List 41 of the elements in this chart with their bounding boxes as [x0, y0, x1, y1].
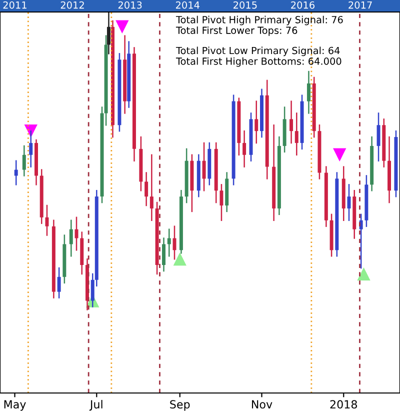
x2-tick-label: 2017	[348, 1, 372, 9]
annotation: Total First Higher Bottoms: 64.000	[176, 57, 342, 67]
annotation: Total Pivot Low Primary Signal: 64	[176, 46, 340, 56]
point	[357, 267, 370, 281]
candlestick	[294, 112, 298, 156]
candlestick	[306, 70, 310, 114]
candlestick	[242, 130, 246, 168]
x2-tick-label: 2015	[234, 1, 257, 9]
x2-tick-label: 2012	[60, 1, 84, 9]
candlestick	[74, 216, 78, 251]
annotation: Total First Lower Tops: 76	[176, 26, 298, 36]
candlestick	[45, 204, 49, 236]
candlestick	[106, 12, 110, 54]
candlestick	[162, 238, 166, 272]
candlestick	[22, 145, 26, 176]
x-tick-label: Jul	[89, 400, 102, 411]
candlestick	[150, 154, 154, 221]
point	[173, 252, 186, 266]
candlestick	[69, 220, 73, 257]
point	[116, 20, 129, 34]
x-tick-label: Nov	[252, 400, 272, 409]
candlestick	[29, 130, 33, 168]
annotation: Total Pivot High Primary Signal: 76	[176, 16, 343, 26]
candlestick	[144, 172, 148, 206]
point	[333, 148, 346, 162]
x2-tick-label: 2016	[291, 1, 314, 9]
candlestick	[376, 112, 380, 162]
candlestick	[290, 100, 294, 144]
x2-tick-label: 2011	[3, 1, 26, 9]
x2-tick-label: 2013	[118, 1, 142, 9]
x-tick-label: May	[4, 400, 26, 411]
candlestick	[202, 142, 206, 192]
candlestick	[347, 184, 351, 221]
x2-tick-label: 2014	[176, 1, 200, 9]
candlestick	[220, 184, 224, 221]
candlestick	[14, 160, 18, 186]
x-tick-label: Sep	[170, 400, 190, 411]
candlestick	[167, 228, 171, 257]
x-tick-label: 2018	[330, 400, 357, 409]
candlestick	[254, 100, 258, 144]
candlestick	[57, 267, 61, 298]
